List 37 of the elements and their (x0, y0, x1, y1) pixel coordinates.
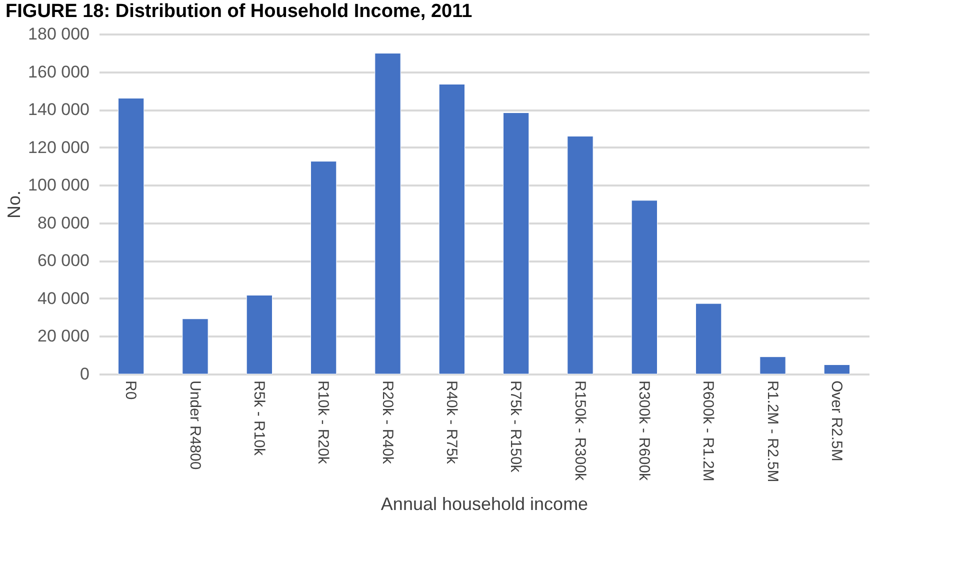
x-tick-label: R0 (122, 380, 140, 400)
x-tick-label: Under R4800 (186, 380, 204, 470)
bar (824, 364, 850, 374)
bar (438, 84, 465, 374)
bar (310, 161, 337, 374)
x-tick-label: Over R2.5M (828, 380, 845, 462)
x-tick-label: R5k - R10k (250, 380, 268, 456)
y-tick-label: 140 000 (28, 100, 90, 120)
y-tick-label: 120 000 (28, 138, 90, 157)
bar (631, 200, 658, 374)
bar (182, 318, 208, 374)
y-tick-label: 40 000 (38, 288, 90, 308)
y-tick-label: 20 000 (38, 326, 90, 346)
x-tick-label: R75k - R150k (507, 380, 524, 473)
y-tick-label: 100 000 (28, 176, 90, 195)
bar (503, 112, 530, 374)
y-tick-label: 180 000 (28, 24, 90, 44)
x-tick-label: R40k - R75k (442, 380, 460, 464)
x-tick-label: R600k - R1.2M (700, 380, 717, 482)
bar (118, 98, 144, 374)
bar (760, 356, 786, 374)
bar (696, 303, 722, 374)
y-axis-title: No. (4, 190, 24, 219)
x-tick-label: R1.2M - R2.5M (764, 380, 781, 482)
y-tick-label: 80 000 (38, 213, 90, 232)
y-tick-label: 60 000 (38, 251, 90, 270)
y-tick-label: 160 000 (28, 62, 90, 82)
bar (374, 53, 401, 374)
chart-title: FIGURE 18: Distribution of Household Income, 2011 (6, 1, 473, 22)
x-axis-title: Annual household income (380, 494, 588, 514)
bar (567, 136, 594, 374)
y-tick-label: 0 (80, 364, 90, 384)
bar (246, 294, 272, 374)
x-tick-label: R20k - R40k (378, 380, 396, 464)
x-tick-label: R10k - R20k (314, 380, 332, 464)
x-tick-label: R150k - R300k (571, 380, 588, 482)
x-tick-label: R300k - R600k (635, 380, 652, 482)
